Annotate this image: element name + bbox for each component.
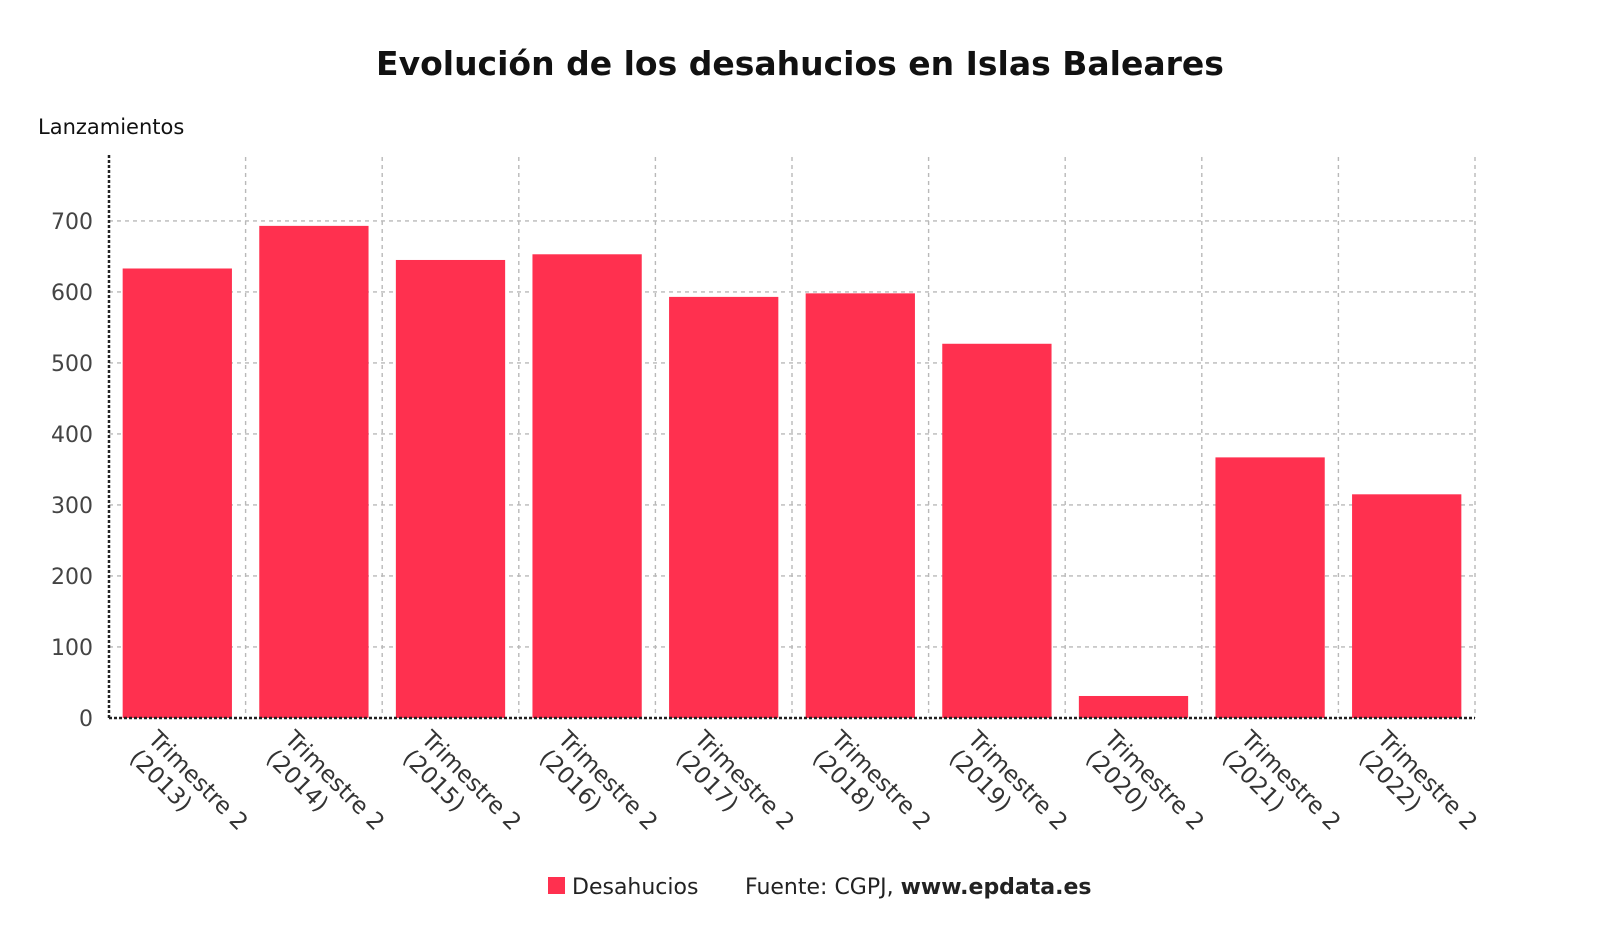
bar-9 — [1352, 494, 1462, 718]
legend-swatch-desahucios — [548, 877, 565, 894]
x-tick-label-8: Trimestre 2(2021) — [1216, 725, 1345, 854]
source-site: www.epdata.es — [901, 875, 1092, 900]
y-tick-labels: 0 100 200 300 400 500 600 700 — [51, 210, 93, 732]
x-tick-label-0: Trimestre 2(2013) — [123, 725, 252, 854]
legend-label-desahucios: Desahucios — [572, 875, 698, 900]
bar-5 — [805, 293, 915, 718]
y-tick-label-700: 700 — [51, 210, 93, 235]
x-tick-labels: Trimestre 2(2013) Trimestre 2(2014) Trimes… — [123, 725, 1482, 854]
x-tick-label-7: Trimestre 2(2020) — [1080, 725, 1209, 854]
y-axis-title: Lanzamientos — [38, 115, 184, 139]
x-tick-label-6: Trimestre 2(2019) — [943, 725, 1072, 854]
source-note: Fuente: CGPJ, www.epdata.es — [745, 875, 1092, 900]
y-tick-label-500: 500 — [51, 352, 93, 377]
bar-4 — [669, 296, 779, 718]
x-tick-label-5: Trimestre 2(2018) — [806, 725, 935, 854]
x-tick-label-3: Trimestre 2(2016) — [533, 725, 662, 854]
y-tick-label-300: 300 — [51, 494, 93, 519]
bar-7 — [1078, 695, 1189, 718]
bar-2 — [395, 259, 506, 718]
x-tick-label-2: Trimestre 2(2015) — [397, 725, 526, 854]
axes — [107, 155, 1475, 720]
y-tick-label-100: 100 — [51, 636, 93, 661]
source-prefix: Fuente: CGPJ, — [745, 875, 901, 900]
y-tick-label-200: 200 — [51, 565, 93, 590]
bar-6 — [942, 343, 1052, 718]
y-tick-label-0: 0 — [79, 707, 93, 732]
x-tick-label-9: Trimestre 2(2022) — [1353, 725, 1482, 854]
y-tick-label-600: 600 — [51, 281, 93, 306]
bar-0 — [122, 268, 232, 718]
chart-title: Evolución de los desahucios en Islas Bal… — [376, 44, 1224, 83]
x-tick-label-1: Trimestre 2(2014) — [260, 725, 389, 854]
bar-8 — [1215, 457, 1325, 718]
bars — [122, 225, 1462, 719]
bar-3 — [532, 254, 642, 718]
y-tick-label-400: 400 — [51, 423, 93, 448]
bar-1 — [259, 225, 369, 719]
legend: Desahucios — [548, 875, 698, 900]
x-tick-label-4: Trimestre 2(2017) — [670, 725, 799, 854]
